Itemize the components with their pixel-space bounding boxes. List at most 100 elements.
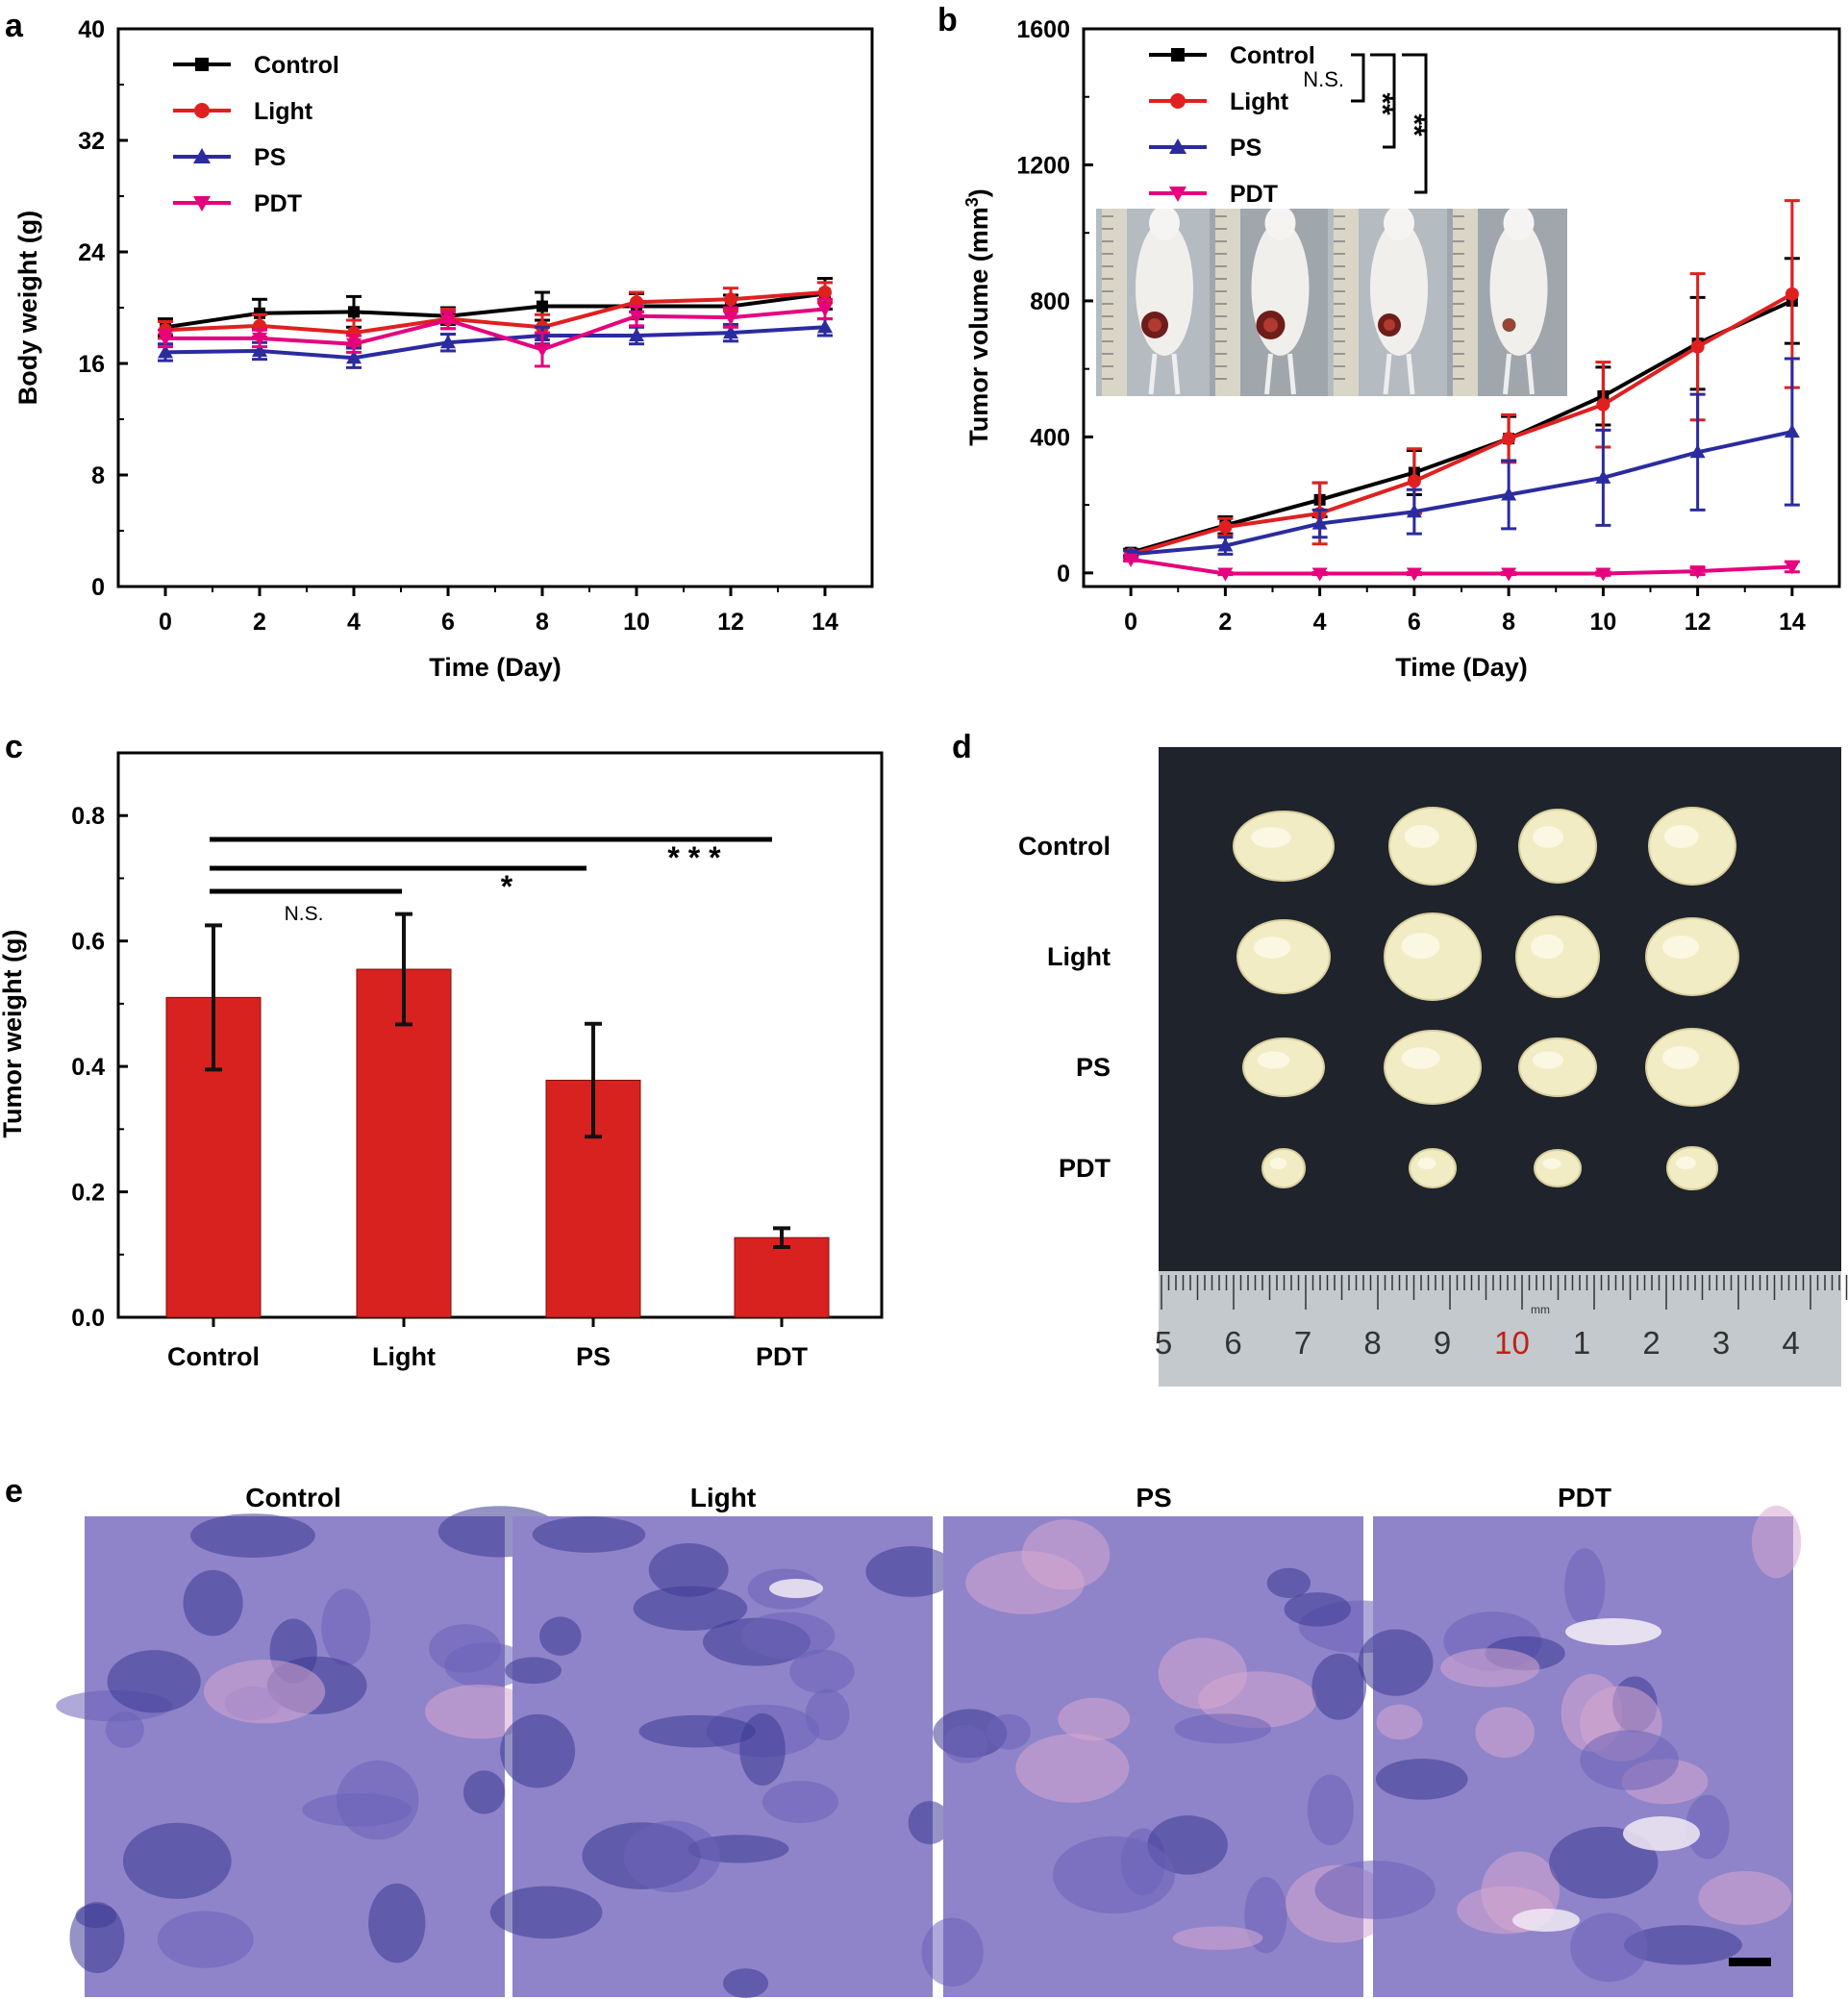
legend-marker: [193, 148, 211, 163]
x-tick-label: 12: [717, 609, 744, 636]
data-point: [440, 314, 456, 329]
series-line-ps: [1130, 430, 1793, 557]
tumor-highlight: [1661, 936, 1700, 959]
mouse-head: [1503, 209, 1535, 240]
tissue-region: [368, 1883, 426, 1963]
data-point: [252, 332, 267, 346]
x-tick-label: 4: [1313, 609, 1327, 636]
tumor-highlight: [1533, 826, 1563, 848]
tumor: [1261, 1148, 1306, 1188]
data-point: [817, 303, 833, 317]
mouse-leg: [1503, 353, 1511, 395]
mouse-body: [1370, 221, 1428, 356]
data-point: [1689, 444, 1706, 459]
histology-title-ps: PS: [1136, 1483, 1171, 1512]
y-tick-label: 32: [78, 128, 105, 155]
ruler-unit: mm: [1531, 1303, 1550, 1316]
series-line-control: [164, 291, 826, 330]
tumor: [1645, 917, 1739, 996]
mouse-leg: [1171, 353, 1181, 395]
data-point: [723, 325, 738, 339]
data-point: [1689, 565, 1706, 580]
data-point: [440, 335, 456, 349]
row-label-light: Light: [1047, 942, 1111, 971]
data-point: [1311, 567, 1328, 582]
tumor-core: [1384, 319, 1395, 331]
tissue-region: [722, 1968, 769, 1999]
tissue-region: [157, 1911, 254, 1968]
y-tick-label: 1600: [1016, 16, 1070, 43]
ruler-number: 3: [1712, 1325, 1730, 1361]
series-pdt: [1123, 553, 1800, 582]
legend-marker: [1170, 93, 1186, 109]
tissue-region: [1307, 1774, 1355, 1846]
tumor-highlight: [1661, 1046, 1700, 1069]
x-tick-label: PDT: [756, 1342, 809, 1371]
data-point: [1595, 469, 1611, 484]
data-point: [1217, 537, 1234, 552]
legend-entry-ps: PS: [254, 144, 286, 171]
mouse-head: [1149, 209, 1180, 240]
data-point: [1784, 561, 1800, 575]
ruler-number: 5: [1155, 1325, 1172, 1361]
tissue-region: [986, 1713, 1031, 1750]
tissue-region: [183, 1569, 243, 1637]
plot-frame: [116, 27, 874, 588]
tissue-region: [1376, 1704, 1423, 1740]
tissue-region: [1284, 1591, 1351, 1627]
data-point: [348, 306, 360, 318]
ruler-strip: [1215, 209, 1240, 396]
tissue-gap: [769, 1579, 823, 1598]
tumor-highlight: [1404, 825, 1439, 848]
y-tick-label: 40: [78, 16, 105, 43]
histology-light: [489, 1516, 959, 1999]
mouse-leg: [1148, 353, 1158, 395]
tumor-weight-chart: 0.0 0.2 0.4 0.6 0.8 Tumor weight (g) Control Li…: [0, 751, 884, 1371]
tissue-region: [532, 1516, 646, 1553]
x-tick-label: 8: [536, 609, 549, 636]
series-line-pdt: [1130, 557, 1792, 576]
tissue-background: [85, 1516, 505, 1997]
tumor-highlight: [1663, 825, 1699, 848]
x-tick-label: 8: [1502, 609, 1515, 636]
tissue-region: [789, 1649, 855, 1694]
data-point: [346, 337, 362, 352]
data-point: [629, 310, 644, 324]
tumor-highlight: [1251, 827, 1291, 848]
tissue-region: [623, 1820, 721, 1893]
x-axis-label: Time (Day): [429, 653, 562, 682]
data-point: [818, 286, 832, 300]
data-point: [537, 300, 548, 312]
x-tick-label: 12: [1685, 609, 1711, 636]
data-point: [817, 319, 833, 334]
histology-title-light: Light: [690, 1483, 756, 1512]
y-tick-label: 800: [1030, 288, 1070, 315]
y-axis-label-close: ): [964, 188, 993, 197]
legend-entry-pdt: PDT: [1230, 181, 1278, 208]
panel-d-label: d: [952, 729, 972, 765]
scale-bar: [1729, 1958, 1771, 1966]
series-line-light: [164, 290, 826, 336]
tissue-region: [1752, 1505, 1802, 1579]
annotation-ns: N.S.: [1303, 67, 1344, 91]
ruler-number: 8: [1363, 1325, 1381, 1361]
tissue-region: [462, 1770, 506, 1814]
mouse-leg: [1526, 353, 1535, 395]
plot-frame: [116, 751, 884, 1319]
mouse-leg: [1383, 353, 1392, 395]
legend-marker: [1171, 48, 1185, 62]
tissue-region: [321, 1588, 371, 1666]
data-point: [1596, 397, 1611, 412]
tissue-region: [1564, 1548, 1606, 1626]
histology-ps: [921, 1516, 1423, 1997]
panel-b-label: b: [937, 2, 958, 38]
tissue-region: [739, 1712, 786, 1787]
tumor-core: [1506, 321, 1512, 329]
histology-control: [56, 1506, 562, 1997]
tissue-region: [1580, 1730, 1679, 1790]
tumor-highlight: [1257, 1051, 1290, 1069]
y-tick-label: 0: [1057, 561, 1070, 587]
tissue-region: [1174, 1713, 1272, 1744]
data-point: [1502, 432, 1516, 446]
x-tick-label: 2: [1218, 609, 1232, 636]
